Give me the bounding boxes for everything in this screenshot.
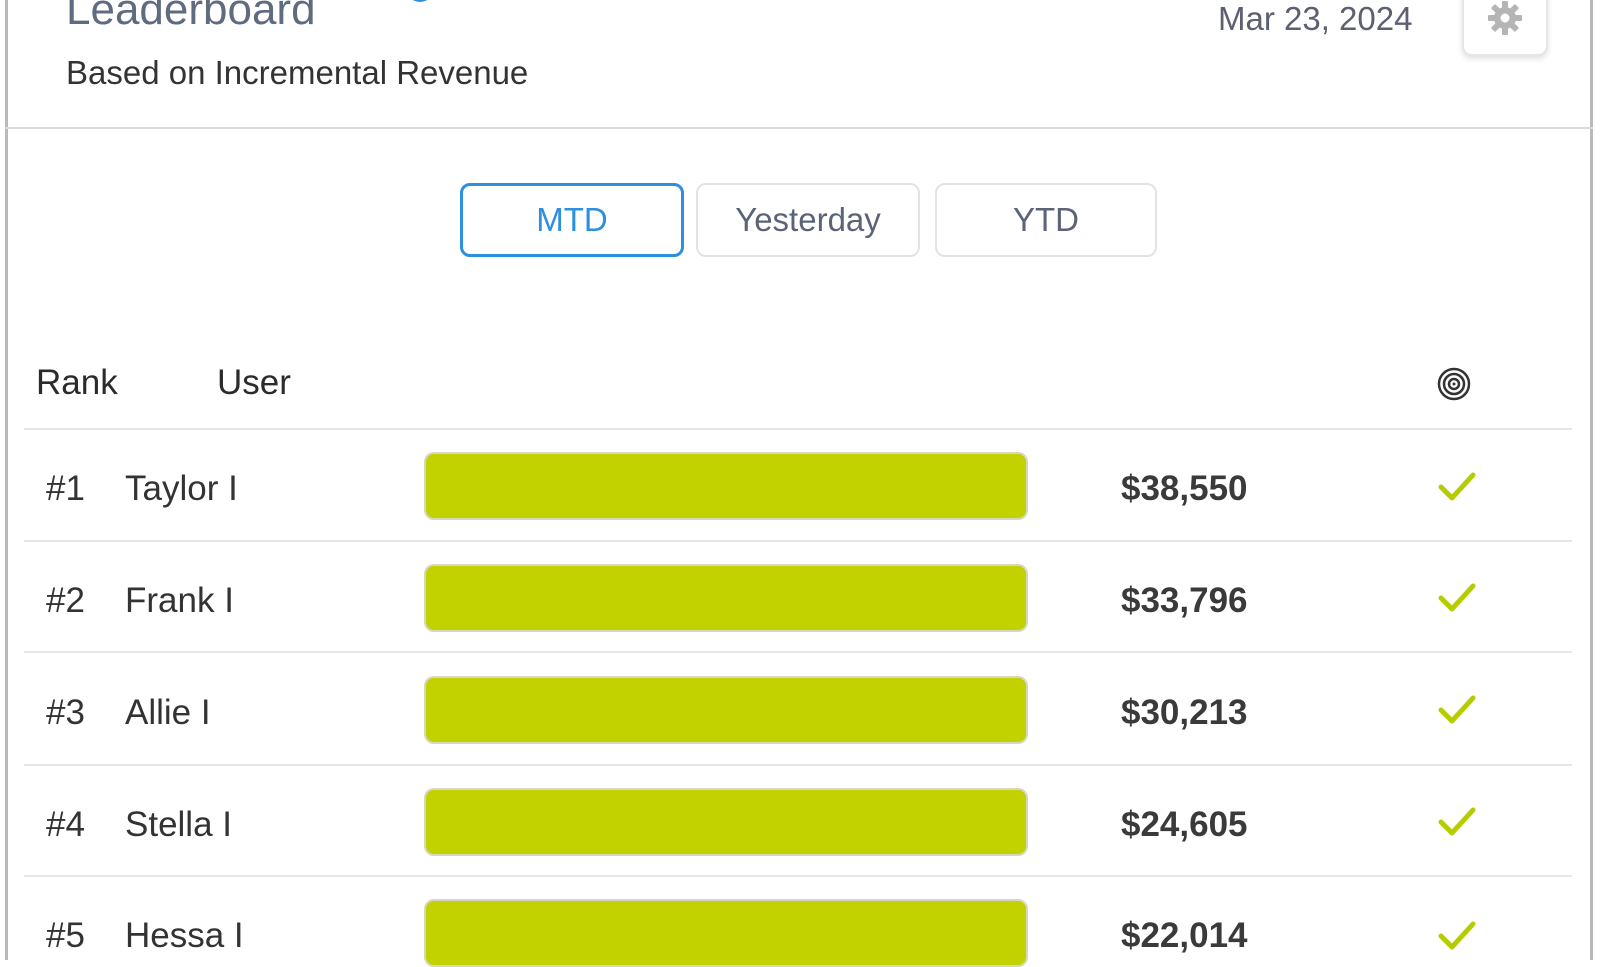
rank-cell: #3 <box>46 693 85 732</box>
user-name[interactable]: Hessa I <box>125 916 244 955</box>
progress-bar-fill <box>424 899 1028 967</box>
rank-cell: #5 <box>46 916 85 955</box>
progress-bar <box>424 564 1028 632</box>
tab-ytd[interactable]: YTD <box>935 183 1157 257</box>
progress-bar <box>424 676 1028 744</box>
tab-mtd[interactable]: MTD <box>460 183 684 257</box>
check-icon <box>1438 807 1476 836</box>
progress-bar-fill <box>424 676 1028 744</box>
amount-cell: $30,213 <box>1121 693 1248 732</box>
gear-icon <box>1488 1 1522 35</box>
row-divider <box>24 651 1572 653</box>
user-name[interactable]: Allie I <box>125 693 211 732</box>
info-icon[interactable] <box>404 0 436 14</box>
progress-bar <box>424 452 1028 520</box>
column-header-user[interactable]: User <box>217 363 291 402</box>
target-icon <box>1437 367 1471 401</box>
row-divider <box>24 428 1572 430</box>
user-name[interactable]: Frank I <box>125 581 234 620</box>
amount-cell: $22,014 <box>1121 916 1248 955</box>
progress-bar <box>424 788 1028 856</box>
rank-cell: #4 <box>46 805 85 844</box>
progress-bar-fill <box>424 564 1028 632</box>
check-icon <box>1438 921 1476 950</box>
row-divider <box>24 875 1572 877</box>
page-title: Leaderboard <box>66 0 316 34</box>
check-icon <box>1438 583 1476 612</box>
amount-cell: $33,796 <box>1121 581 1248 620</box>
user-name[interactable]: Stella I <box>125 805 232 844</box>
progress-bar-fill <box>424 452 1028 520</box>
rank-cell: #1 <box>46 469 85 508</box>
subtitle: Based on Incremental Revenue <box>66 54 529 91</box>
row-divider <box>24 764 1572 766</box>
check-icon <box>1438 472 1476 501</box>
amount-cell: $38,550 <box>1121 469 1248 508</box>
column-header-rank[interactable]: Rank <box>36 363 118 402</box>
tab-yesterday[interactable]: Yesterday <box>696 183 920 257</box>
progress-bar-fill <box>424 788 1028 856</box>
rank-cell: #2 <box>46 581 85 620</box>
date-label: Mar 23, 2024 <box>1218 0 1413 37</box>
row-divider <box>24 540 1572 542</box>
progress-bar <box>424 899 1028 967</box>
user-name[interactable]: Taylor I <box>125 469 238 508</box>
settings-button[interactable] <box>1462 0 1548 56</box>
header-divider <box>5 127 1593 129</box>
check-icon <box>1438 695 1476 724</box>
amount-cell: $24,605 <box>1121 805 1248 844</box>
